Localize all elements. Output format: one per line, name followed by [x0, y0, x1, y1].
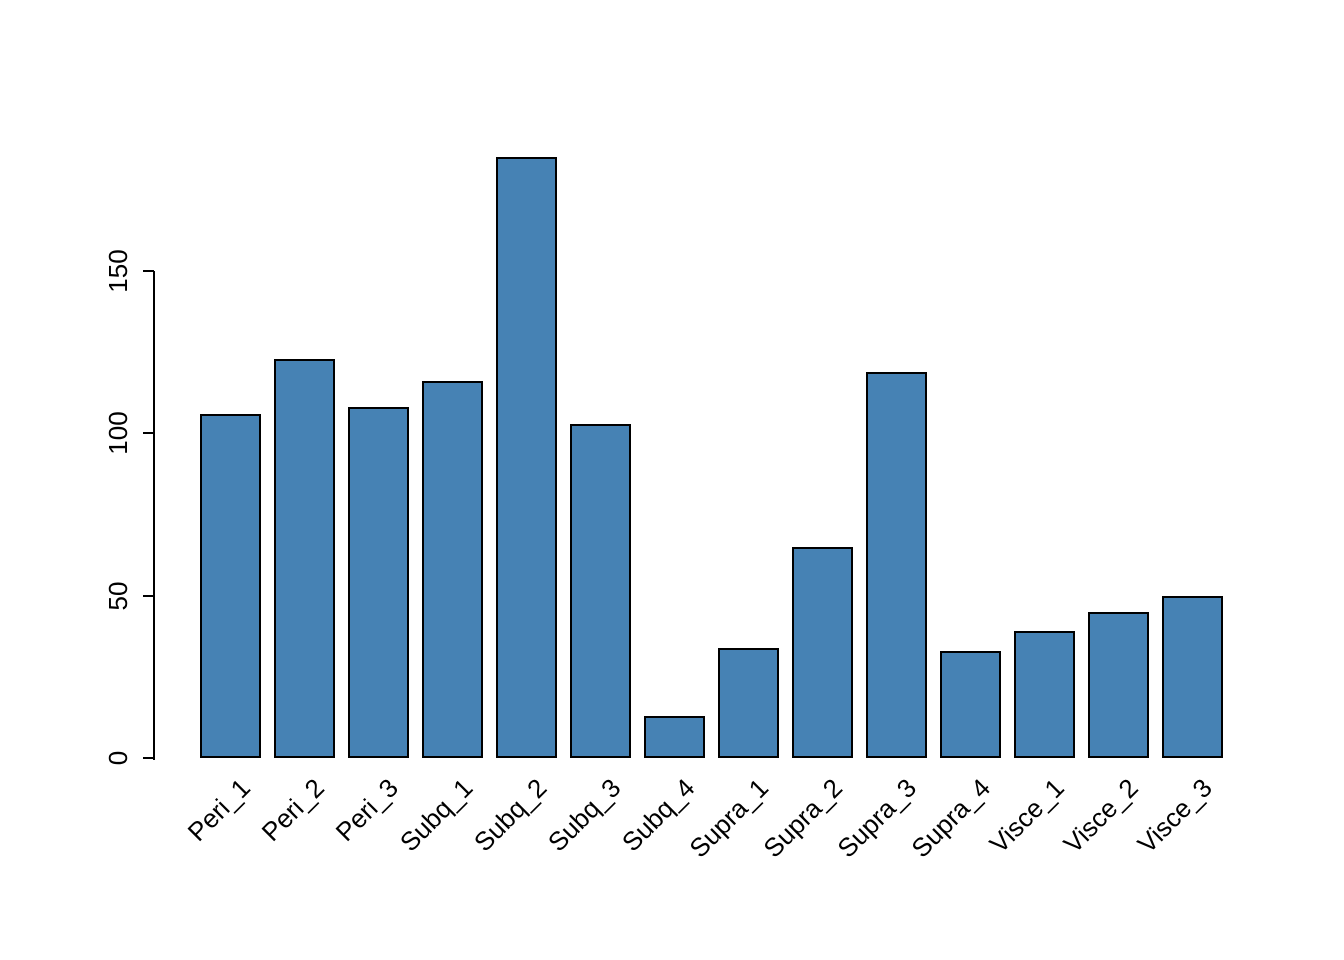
bar	[1014, 631, 1075, 758]
y-tick	[143, 594, 154, 597]
bar	[200, 414, 261, 758]
x-category-label: Supra_2	[757, 772, 849, 864]
y-axis-line	[153, 271, 155, 760]
y-tick-label: 150	[103, 249, 133, 293]
x-category-label: Subq_3	[541, 772, 627, 858]
x-category-label: Peri_2	[255, 772, 331, 847]
y-tick-label: 50	[103, 581, 133, 611]
x-category-label: Subq_2	[467, 772, 553, 858]
y-tick	[143, 270, 154, 272]
y-tick-label: 100	[103, 411, 133, 456]
bar	[1162, 596, 1223, 758]
bar	[1088, 612, 1149, 758]
bar	[940, 651, 1001, 758]
y-tick	[143, 432, 154, 435]
x-category-label: Peri_1	[181, 772, 257, 847]
x-category-label: Visce_1	[984, 772, 1071, 859]
bar	[348, 407, 409, 758]
y-tick-label: 0	[103, 750, 133, 766]
x-category-label: Peri_3	[329, 772, 405, 847]
bar	[718, 648, 779, 758]
bar	[644, 716, 705, 758]
bar	[274, 359, 335, 758]
bar	[496, 157, 557, 758]
bar	[570, 424, 631, 758]
y-tick	[143, 757, 154, 759]
x-category-label: Visce_3	[1132, 772, 1219, 859]
bar	[792, 547, 853, 758]
bar	[866, 372, 927, 758]
bar	[422, 381, 483, 758]
x-category-label: Subq_1	[393, 772, 479, 858]
x-category-label: Visce_2	[1058, 772, 1145, 859]
x-category-label: Supra_4	[905, 772, 997, 864]
x-category-label: Supra_3	[831, 772, 923, 864]
x-category-label: Supra_1	[683, 772, 775, 864]
